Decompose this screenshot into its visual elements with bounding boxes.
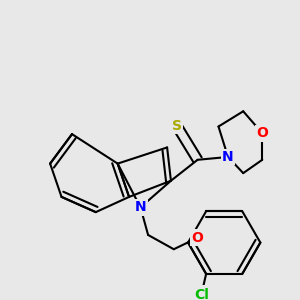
Text: S: S <box>172 118 182 133</box>
Text: N: N <box>222 150 234 164</box>
Text: N: N <box>135 200 146 214</box>
Text: Cl: Cl <box>194 288 209 300</box>
Text: O: O <box>256 126 268 140</box>
Text: O: O <box>192 231 203 245</box>
Text: N: N <box>222 150 234 164</box>
